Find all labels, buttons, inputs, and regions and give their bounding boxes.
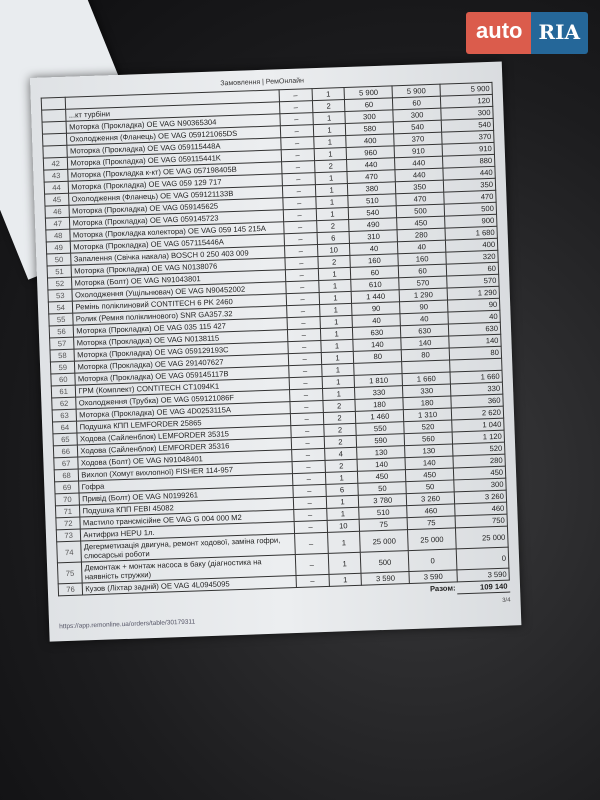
row-number — [41, 97, 67, 111]
row-number: 65 — [52, 433, 78, 446]
row-number: 64 — [52, 421, 78, 434]
price: 25 000 — [359, 529, 409, 553]
row-number: 57 — [49, 337, 75, 350]
row-number: 68 — [54, 469, 80, 482]
row-number: 51 — [47, 265, 72, 279]
row-number: 61 — [51, 385, 77, 398]
autoria-logo: auto RIA — [466, 12, 588, 54]
page-number: 3/4 — [502, 597, 511, 604]
line-total: 0 — [456, 547, 509, 570]
row-number: 60 — [50, 373, 76, 386]
row-number: 46 — [44, 205, 70, 219]
line-total: 25 000 — [455, 526, 509, 549]
row-number: 58 — [50, 349, 75, 362]
total-value: 109 140 — [457, 580, 510, 594]
total-label: Разом: — [429, 583, 456, 594]
row-number: 63 — [52, 409, 77, 422]
item-code: – — [294, 532, 328, 555]
invoice-sheet: Замовлення | РемОнлайн –1 5 900 5 900 5 900… — [30, 61, 522, 642]
item-code: – — [294, 553, 329, 576]
logo-auto: auto — [466, 12, 531, 54]
row-number: 73 — [56, 529, 82, 542]
row-number: 74 — [56, 540, 82, 563]
page-url: https://app.remonline.ua/orders/table/30… — [59, 618, 196, 631]
row-number: 43 — [43, 169, 69, 183]
row-number: 47 — [45, 217, 71, 231]
row-number: 55 — [48, 313, 74, 326]
row-number: 67 — [53, 457, 79, 470]
quantity: 1 — [327, 552, 362, 575]
row-number: 45 — [44, 193, 70, 207]
row-number: 62 — [51, 397, 77, 410]
row-number: 50 — [46, 253, 72, 267]
row-number: 49 — [46, 241, 72, 255]
row-number — [42, 133, 68, 147]
row-number: 52 — [47, 277, 73, 291]
row-number: 56 — [49, 325, 74, 338]
row-number: 66 — [53, 445, 79, 458]
row-number — [42, 121, 67, 135]
row-number: 42 — [43, 157, 69, 171]
row-number: 69 — [54, 481, 80, 494]
row-number: 44 — [44, 181, 69, 195]
row-number — [42, 145, 68, 159]
row-number: 54 — [48, 301, 74, 314]
discounted-price: 25 000 — [407, 527, 457, 551]
price: 500 — [360, 550, 410, 574]
row-number: 53 — [47, 289, 73, 302]
row-number: 48 — [45, 229, 71, 243]
quantity: 1 — [327, 531, 361, 554]
row-number: 72 — [55, 517, 81, 530]
row-number: 70 — [55, 493, 80, 506]
parts-table: –1 5 900 5 900 5 900 ...кт турбіни –2 60 60 120 М… — [41, 82, 511, 608]
row-number: 71 — [55, 505, 81, 518]
row-number: 75 — [57, 561, 83, 584]
logo-ria: RIA — [530, 12, 588, 54]
row-number: 76 — [58, 582, 83, 596]
row-number — [41, 109, 67, 123]
row-number: 59 — [50, 361, 76, 374]
discounted-price: 0 — [408, 548, 457, 572]
